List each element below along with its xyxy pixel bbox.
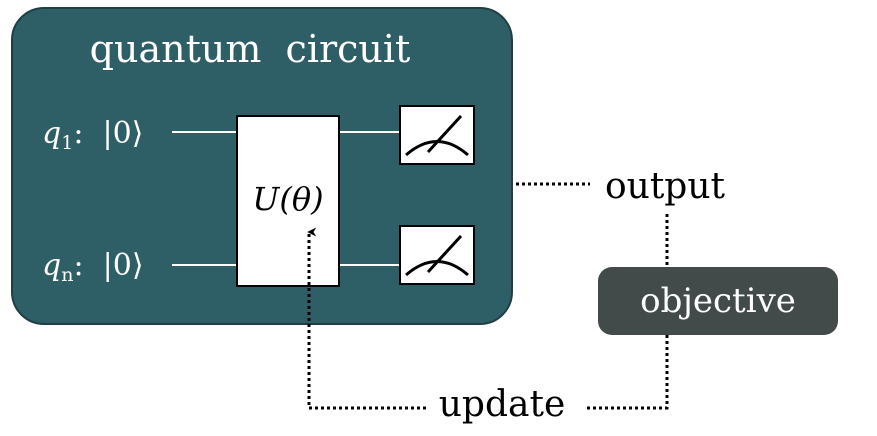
output-label: output: [605, 166, 726, 207]
update-to-gate-arrow: [307, 227, 426, 410]
objective-to-update-connector: [584, 335, 669, 410]
circuit-title: quantum circuit: [90, 27, 411, 71]
qubit-1-label: q1: |0⟩: [42, 116, 143, 154]
qubit-1-subscript: 1: [61, 132, 73, 154]
qubit-1-state: : |0⟩: [73, 116, 143, 151]
unitary-gate: [236, 115, 340, 287]
qubit-n-symbol: q: [42, 248, 61, 283]
qubit-1-symbol: q: [42, 116, 61, 151]
qubit-n-subscript: n: [61, 264, 73, 286]
objective-label: objective: [640, 281, 796, 321]
meter-icon: [399, 105, 475, 165]
objective-box: [598, 267, 838, 335]
meter-icon: [399, 225, 475, 285]
gate-label: U(θ): [252, 180, 323, 218]
qubit-n-label: qn: |0⟩: [42, 248, 144, 286]
qubit-n-state: : |0⟩: [73, 248, 143, 283]
update-label: update: [439, 384, 566, 425]
